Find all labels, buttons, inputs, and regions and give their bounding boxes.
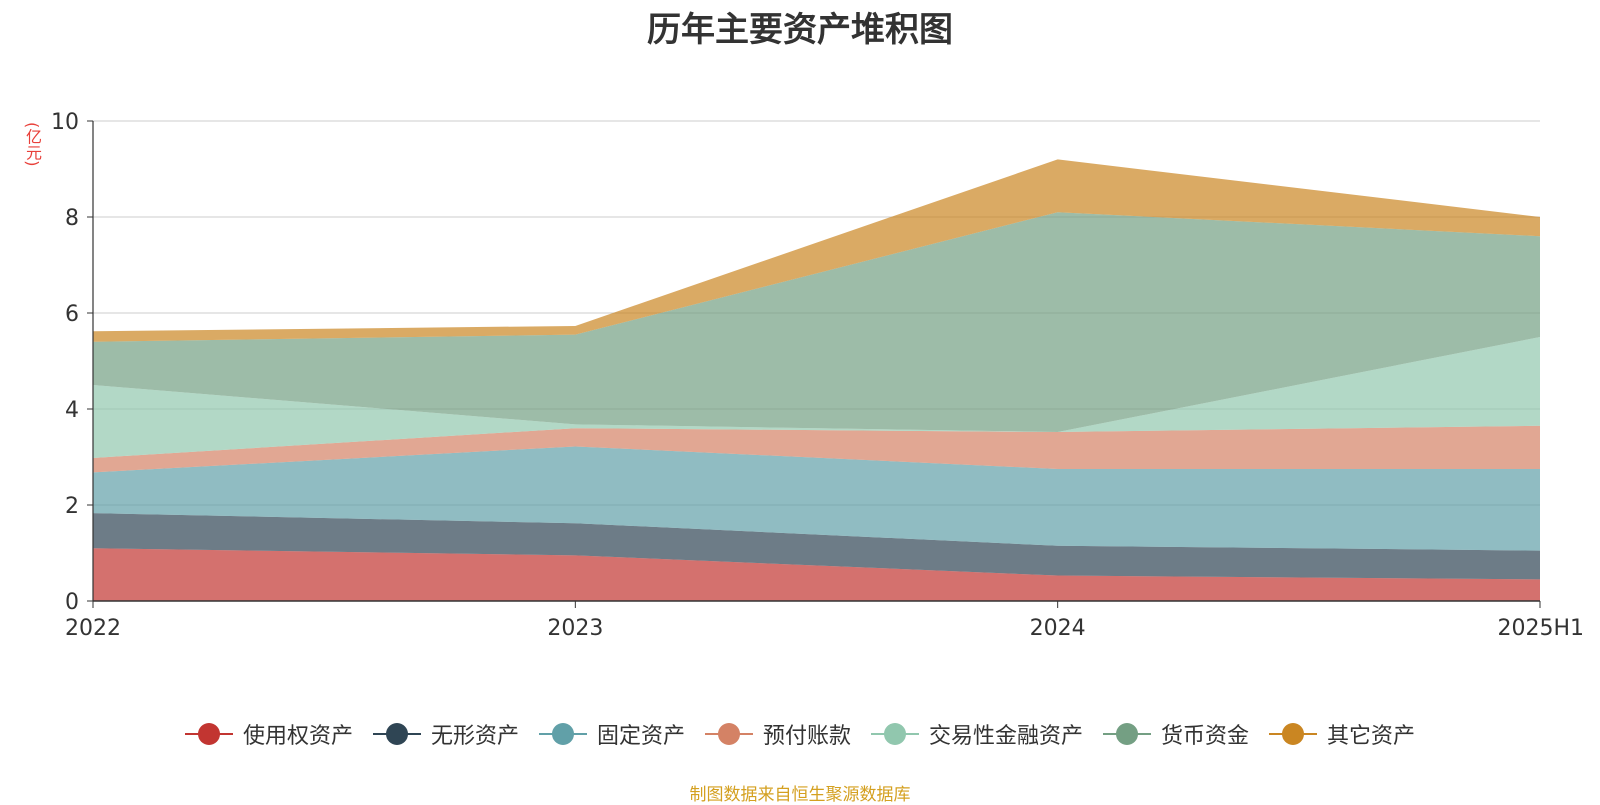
x-tick-label: 2025H1 <box>1497 616 1584 641</box>
x-tick-label: 2023 <box>547 616 603 641</box>
legend-marker-icon <box>871 722 919 746</box>
area-series <box>93 159 1540 601</box>
y-tick-label: 0 <box>65 590 79 615</box>
legend: 使用权资产 无形资产 固定资产 预付账款 交易性金融资产 货币资金 其它资产 <box>0 718 1600 750</box>
legend-label: 预付账款 <box>762 724 851 749</box>
legend-label: 无形资产 <box>430 724 519 749</box>
stacked-area-chart: 0 2 4 6 8 10 2022 2023 2024 2025H1 <box>51 110 1584 641</box>
area-series-5[interactable] <box>93 212 1540 433</box>
legend-item[interactable]: 货币资金 <box>1103 718 1249 750</box>
area-series-3[interactable] <box>93 425 1540 473</box>
area-series-6[interactable] <box>93 159 1540 342</box>
x-tick-label: 2024 <box>1030 616 1086 641</box>
y-tick-label: 4 <box>65 398 79 423</box>
y-tick-label: 6 <box>65 302 79 327</box>
legend-label: 使用权资产 <box>242 724 353 749</box>
legend-item[interactable]: 无形资产 <box>372 718 519 750</box>
legend-item[interactable]: 预付账款 <box>704 718 851 750</box>
y-tick-label: 8 <box>65 206 79 231</box>
legend-label: 固定资产 <box>596 724 685 749</box>
legend-marker-icon <box>538 722 587 746</box>
chart-title: 历年主要资产堆积图 <box>647 10 953 50</box>
area-series-0[interactable] <box>93 548 1540 601</box>
axes: 0 2 4 6 8 10 2022 2023 2024 2025H1 <box>51 110 1584 641</box>
legend-item[interactable]: 固定资产 <box>538 718 685 750</box>
legend-marker-icon <box>1269 722 1318 746</box>
legend-item[interactable]: 其它资产 <box>1269 718 1415 750</box>
legend-item[interactable]: 交易性金融资产 <box>871 718 1083 750</box>
area-series-2[interactable] <box>93 446 1540 551</box>
y-axis-unit-label: (亿元) <box>23 122 42 167</box>
data-source-note: 制图数据来自恒生聚源数据库 <box>689 785 911 805</box>
legend-label: 货币资金 <box>1161 724 1250 749</box>
y-tick-label: 2 <box>65 494 79 519</box>
x-tick-label: 2022 <box>65 616 121 641</box>
legend-label: 交易性金融资产 <box>929 724 1084 749</box>
legend-marker-icon <box>1103 722 1152 746</box>
legend-item[interactable]: 使用权资产 <box>184 718 353 750</box>
legend-label: 其它资产 <box>1327 724 1416 749</box>
legend-marker-icon <box>372 722 421 746</box>
legend-marker-icon <box>184 722 233 746</box>
area-series-4[interactable] <box>93 337 1540 458</box>
legend-marker-icon <box>704 722 753 746</box>
area-series-1[interactable] <box>93 513 1540 580</box>
y-tick-label: 10 <box>51 110 79 135</box>
